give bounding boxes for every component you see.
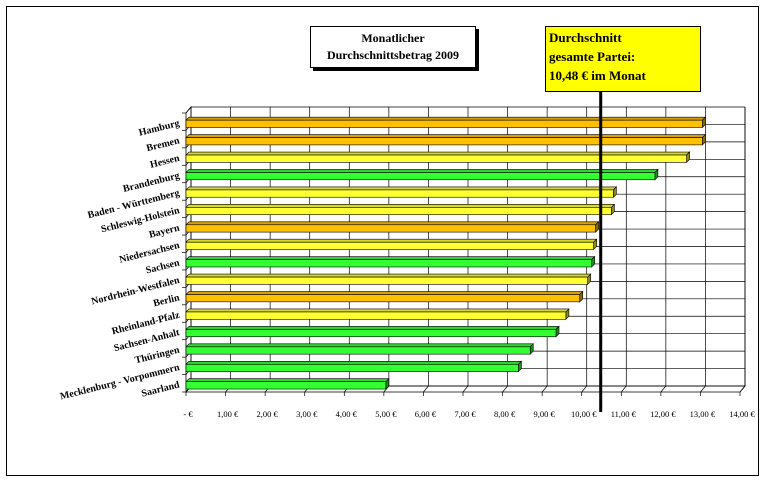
bar (185, 186, 618, 198)
category-label: Hessen (149, 153, 181, 171)
bar (185, 221, 600, 233)
bar (185, 116, 707, 129)
bar (185, 255, 596, 268)
x-tick-labels: - € 1,00 € 2,00 € 3,00 € 4,00 € 5,00 € 6,00 € 7… (183, 409, 755, 419)
x-floor-tick (621, 385, 627, 393)
average-note-line-2: gesamte Partei: (549, 49, 636, 64)
y-wall-line (185, 106, 192, 114)
x-floor-tick (660, 385, 667, 393)
chart-title-line-1: Monatlicher (361, 31, 425, 45)
bars-layer (185, 116, 707, 390)
bar (185, 238, 598, 251)
x-tick-label: 13,00 € (690, 409, 716, 419)
bar (185, 308, 570, 321)
x-tick-label: 6,00 € (415, 409, 437, 419)
bar (185, 203, 616, 216)
bar (185, 151, 691, 164)
x-tick-label: 1,00 € (217, 409, 239, 419)
x-tick-label: 7,00 € (454, 409, 476, 419)
bar (185, 168, 659, 181)
average-note-box: Durchschnitt gesamte Partei: 10,48 € im … (545, 26, 701, 92)
chart-title-line-2: Durchschnittsbetrag 2009 (326, 48, 460, 62)
x-floor-tick (541, 385, 548, 393)
x-tick-label: - € (183, 409, 193, 419)
x-floor-tick (462, 385, 469, 393)
bar (185, 377, 390, 390)
x-tick-label: 9,00 € (534, 409, 556, 419)
x-tick-label: 4,00 € (336, 409, 358, 419)
bar (185, 133, 707, 146)
x-floor-tick (581, 385, 587, 393)
x-tick-label: 12,00 € (650, 409, 676, 419)
x-tick-label: 10,00 € (571, 409, 597, 419)
x-floor-tick (739, 385, 746, 393)
x-tick-label: 8,00 € (494, 409, 516, 419)
category-label: Mecklenburg - Vorpommern (59, 362, 181, 402)
average-note-line-1: Durchschnitt (549, 30, 622, 45)
x-floor-tick (502, 385, 508, 393)
x-floor-tick (423, 385, 429, 393)
x-tick-label: 14,00 € (729, 409, 755, 419)
category-label: Bayern (148, 222, 181, 240)
x-floor-tick (700, 385, 706, 393)
category-label: Sachsen (145, 257, 182, 276)
x-tick-label: 3,00 € (296, 409, 318, 419)
category-label: Berlin (152, 292, 181, 309)
category-label: Bremen (145, 135, 181, 154)
category-label: Saarland (140, 379, 181, 399)
x-tick-label: 11,00 € (611, 409, 637, 419)
average-note-line-3: 10,48 € im Monat (549, 68, 646, 83)
bar (185, 325, 560, 338)
bar (185, 290, 584, 303)
bar (185, 273, 592, 286)
x-tick-label: 2,00 € (257, 409, 279, 419)
bar (185, 360, 523, 373)
chart-title-box: Monatlicher Durchschnittsbetrag 2009 (310, 26, 476, 68)
bar (185, 343, 534, 355)
x-tick-label: 5,00 € (375, 409, 397, 419)
